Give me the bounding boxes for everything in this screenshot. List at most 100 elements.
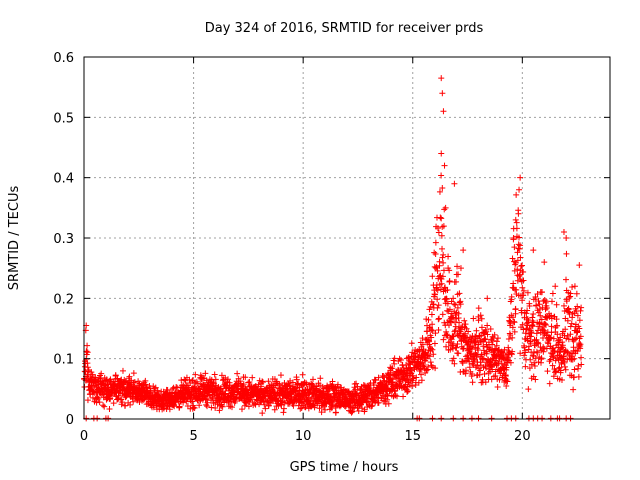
data-point (536, 320, 543, 327)
data-point (454, 263, 461, 270)
data-point (431, 291, 438, 298)
data-point (105, 389, 112, 396)
data-point (488, 376, 495, 383)
data-point (438, 280, 445, 287)
data-point (242, 374, 249, 381)
data-point (287, 377, 294, 384)
data-point (478, 315, 485, 322)
data-point (435, 302, 442, 309)
data-point (518, 262, 525, 269)
data-point (538, 288, 545, 295)
data-point (455, 350, 462, 357)
data-point (503, 383, 510, 390)
data-point (451, 300, 458, 307)
data-point (512, 216, 519, 223)
data-point (413, 374, 420, 381)
data-point (490, 373, 497, 380)
data-point (513, 219, 520, 226)
data-point (571, 355, 578, 362)
data-point (526, 302, 533, 309)
data-point (507, 320, 514, 327)
data-point (575, 362, 582, 369)
data-point (105, 415, 112, 422)
data-point (552, 369, 559, 376)
data-point (466, 364, 473, 371)
data-point (547, 334, 554, 341)
data-point (169, 385, 176, 392)
data-point (407, 369, 414, 376)
data-point (446, 277, 453, 284)
data-point (192, 371, 199, 378)
data-point (563, 235, 570, 241)
data-point (106, 406, 113, 413)
data-point (271, 406, 278, 413)
data-point (482, 379, 489, 386)
data-point (429, 346, 436, 353)
data-point (480, 347, 487, 354)
data-point (513, 191, 520, 198)
data-point (489, 341, 496, 348)
data-point (500, 350, 507, 357)
data-point (491, 331, 498, 338)
data-point (519, 297, 526, 304)
data-point (438, 150, 445, 157)
data-point (548, 323, 555, 330)
data-point (477, 367, 484, 374)
data-point (535, 340, 542, 347)
data-point (509, 348, 516, 355)
data-point (84, 371, 91, 378)
data-point (504, 378, 511, 385)
y-tick-label: 0.4 (53, 172, 74, 187)
data-point (406, 357, 413, 364)
data-point (484, 331, 491, 338)
data-point (429, 415, 436, 422)
data-point (493, 338, 500, 345)
data-point (435, 326, 442, 333)
data-point (418, 377, 425, 384)
data-point (513, 225, 520, 232)
data-point (130, 370, 137, 377)
data-point (403, 362, 410, 369)
data-point (429, 321, 436, 328)
data-point (484, 322, 491, 329)
data-point (512, 415, 519, 422)
data-point (461, 317, 468, 324)
data-point (435, 229, 442, 236)
data-point (574, 303, 581, 310)
data-point (100, 402, 107, 409)
data-point (511, 319, 518, 326)
data-point (555, 356, 562, 363)
data-point (194, 380, 201, 387)
data-point (424, 328, 431, 335)
data-point (542, 320, 549, 327)
data-point (462, 321, 469, 328)
data-point (118, 396, 125, 403)
data-point (389, 365, 396, 372)
data-point (112, 372, 119, 379)
data-point (199, 375, 206, 382)
data-point (222, 374, 229, 381)
data-point (432, 251, 439, 258)
data-point (553, 316, 560, 323)
data-point (122, 402, 129, 409)
data-point (470, 315, 477, 322)
data-point (518, 263, 525, 270)
data-point (450, 415, 457, 422)
data-point (440, 259, 447, 266)
data-point (431, 340, 438, 347)
data-point (440, 251, 447, 258)
data-point (519, 284, 526, 291)
data-point (259, 379, 266, 386)
data-point (259, 378, 266, 385)
data-point (318, 409, 325, 416)
data-point (130, 398, 137, 405)
data-point (446, 267, 453, 274)
data-point (211, 371, 218, 378)
data-point (450, 295, 457, 302)
data-point (561, 359, 568, 366)
data-point (481, 371, 488, 378)
data-point (469, 379, 476, 386)
data-point (516, 186, 523, 193)
data-point (281, 380, 288, 386)
data-point (151, 385, 158, 392)
